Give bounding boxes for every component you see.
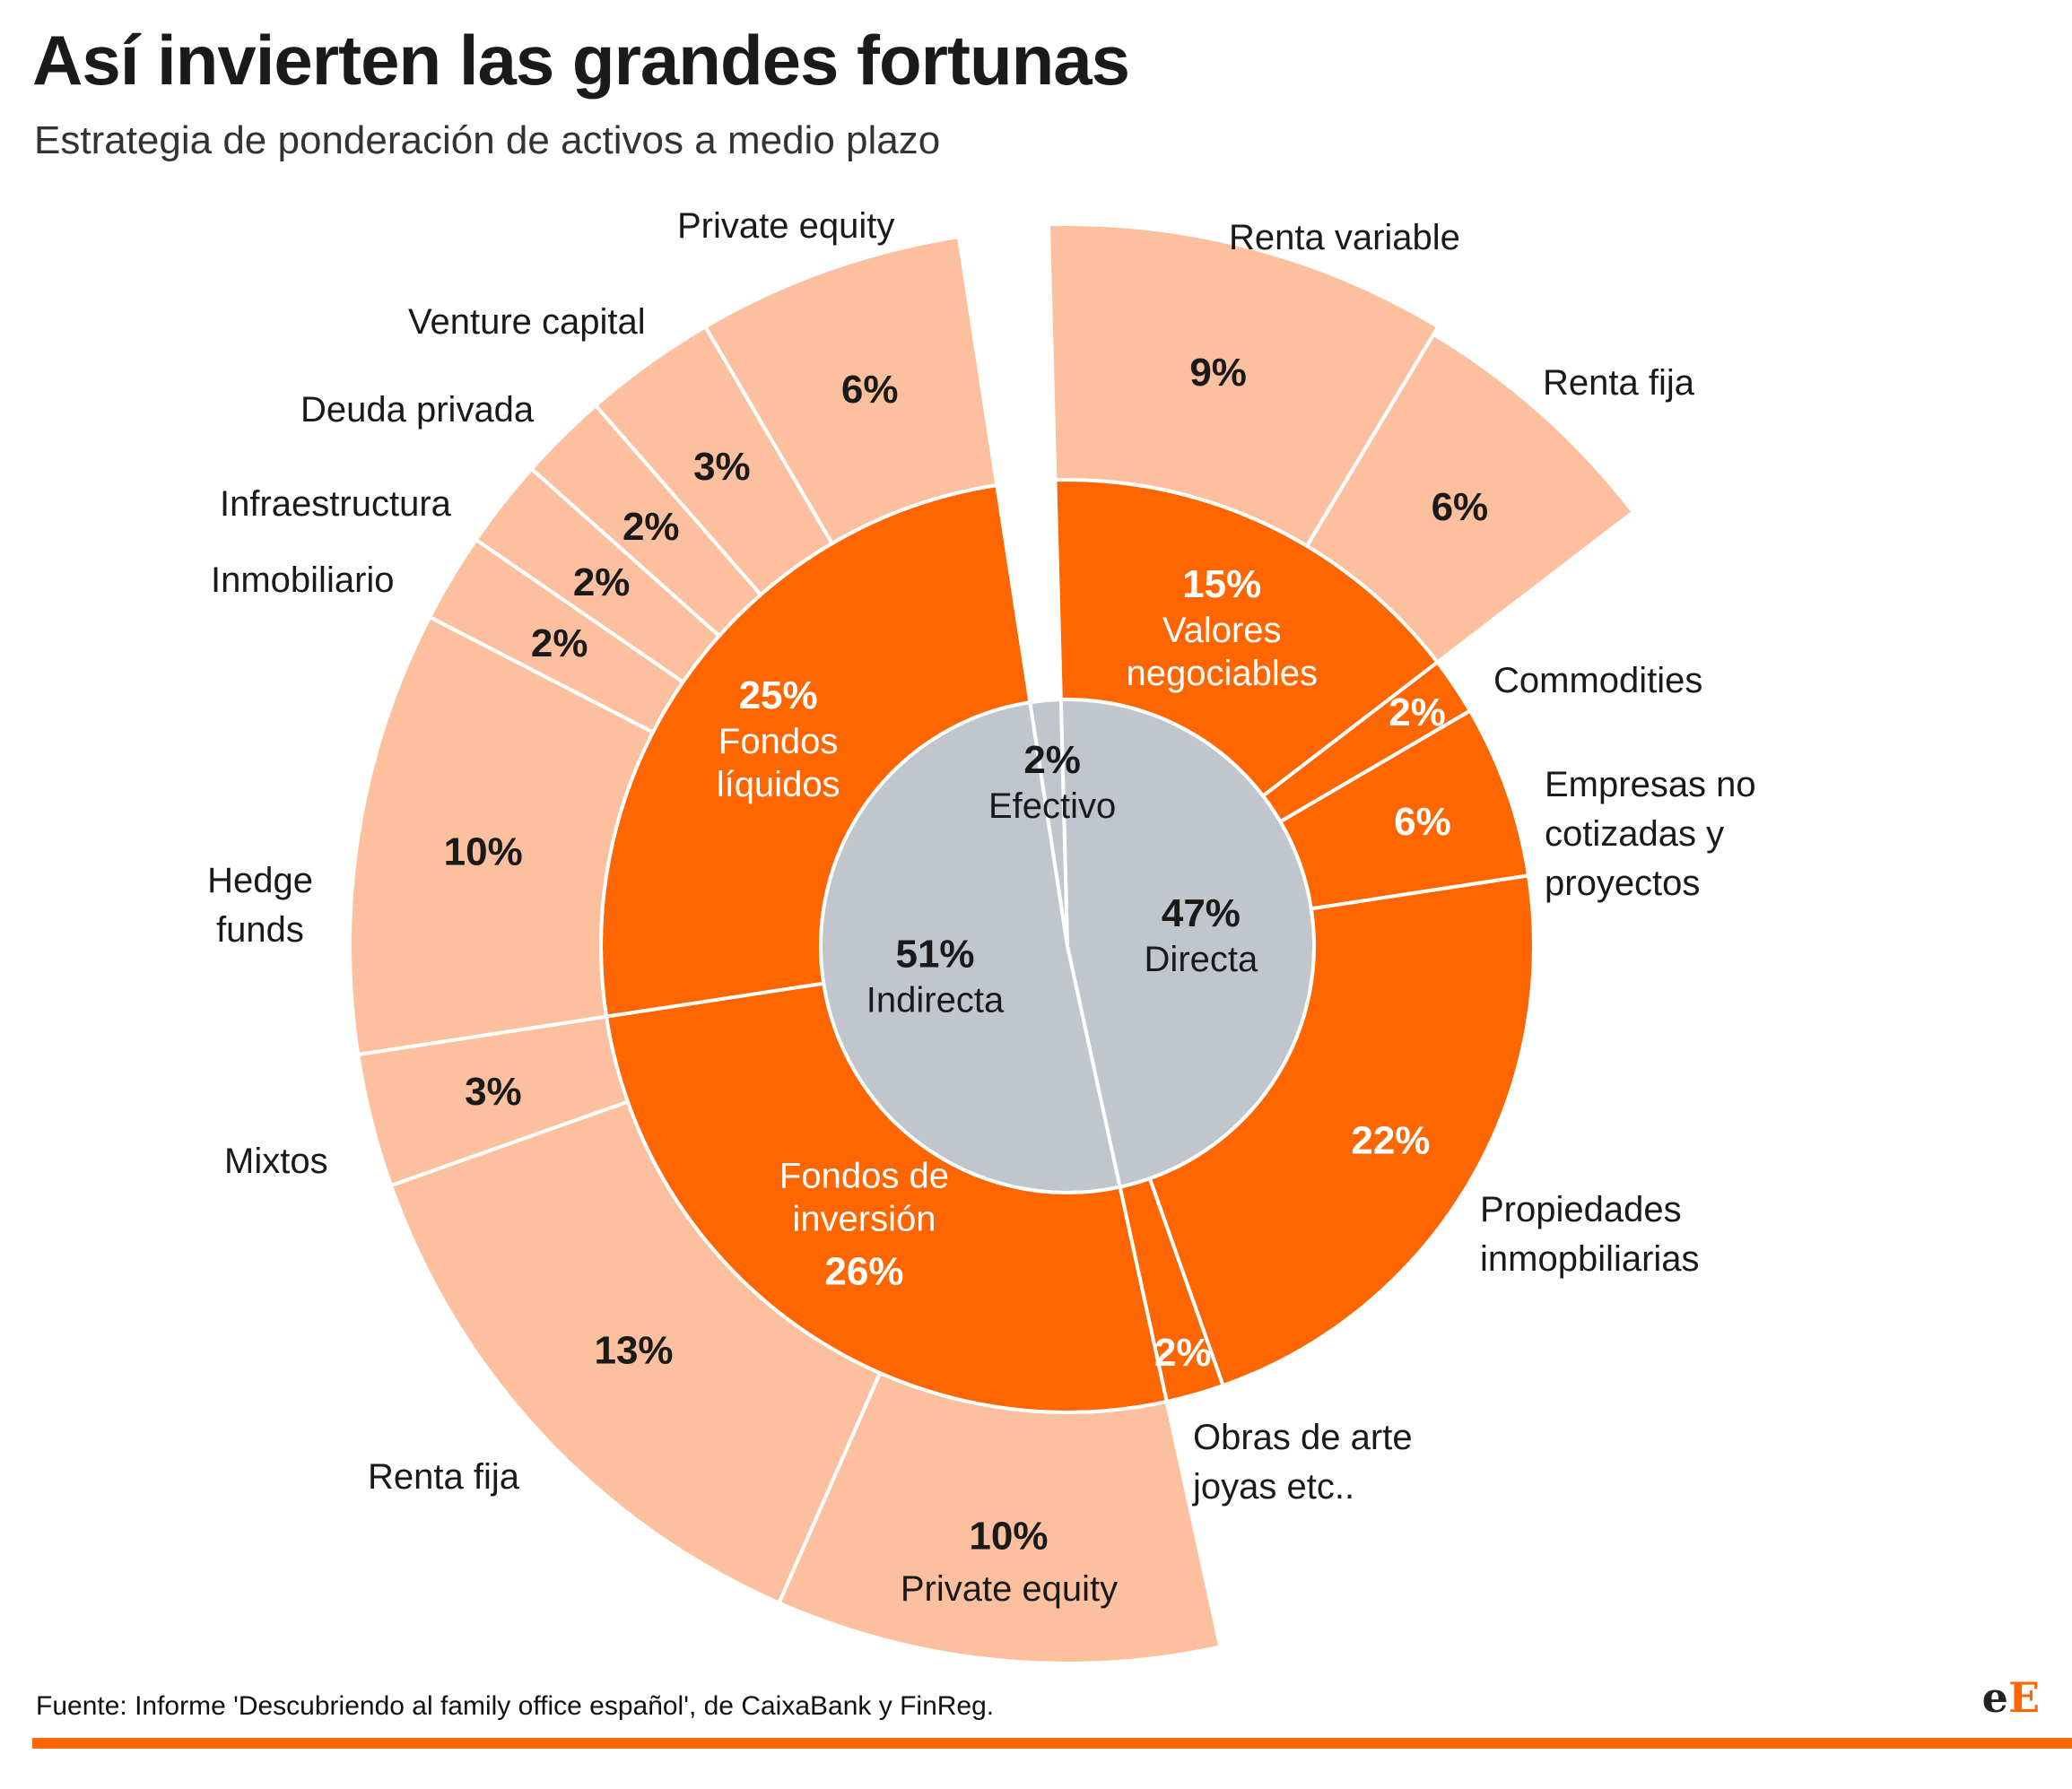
chart-title: Así invierten las grandes fortunas <box>32 21 1130 100</box>
outer-name-8-0: Deuda privada <box>300 390 535 430</box>
middle-value-0: 15% <box>1182 562 1261 606</box>
source-note: Fuente: Informe 'Descubriendo al family … <box>36 1691 995 1721</box>
middle-ext-label-3-1: inmopbiliarias <box>1480 1239 1700 1279</box>
chart-labels: 47%Directa51%Indirecta2%Efectivo15%Valor… <box>207 206 1756 1609</box>
outer-name-5-0: Hedge <box>207 861 313 900</box>
outer-slice-0 <box>1046 222 1441 549</box>
middle-ext-label-3-0: Propiedades <box>1480 1190 1682 1229</box>
middle-ext-label-1-0: Commodities <box>1493 661 1702 700</box>
middle-value-5: 26% <box>824 1250 903 1294</box>
middle-ext-label-2-2: proyectos <box>1545 864 1700 903</box>
outer-name-6-0: Inmobiliario <box>211 560 395 600</box>
outer-slice-3 <box>388 1099 883 1606</box>
inner-value-0: 47% <box>1162 891 1241 935</box>
outer-value-9: 3% <box>693 445 751 489</box>
middle-name-6-a: Fondos <box>718 722 838 761</box>
middle-value-3: 22% <box>1351 1119 1430 1163</box>
chart-subtitle: Estrategia de ponderación de activos a m… <box>34 118 941 162</box>
middle-value-6: 25% <box>739 673 818 717</box>
logo-letter-2: E <box>2007 1673 2040 1722</box>
inner-value-1: 51% <box>895 932 974 976</box>
outer-value-3: 13% <box>594 1328 673 1372</box>
outer-name-7-0: Infraestructura <box>220 484 452 524</box>
chart-rings <box>348 222 1636 1665</box>
middle-ext-label-2-0: Empresas no <box>1545 765 1756 804</box>
outer-value-1: 6% <box>1432 485 1489 529</box>
outer-slice-1 <box>1304 332 1636 665</box>
middle-ext-label-2-1: cotizadas y <box>1545 814 1724 854</box>
inner-name-2: Efectivo <box>988 786 1116 826</box>
outer-slice-10 <box>702 234 999 546</box>
middle-value-2: 6% <box>1394 800 1451 844</box>
outer-name-5-1: funds <box>216 910 304 950</box>
outer-value-7: 2% <box>573 560 631 604</box>
outer-value-0: 9% <box>1189 351 1247 395</box>
outer-name-2-0: Private equity <box>901 1569 1118 1609</box>
outer-value-2: 10% <box>969 1515 1048 1559</box>
middle-name-0-b: negociables <box>1126 654 1318 693</box>
inner-value-2: 2% <box>1023 738 1081 782</box>
middle-slice-3 <box>1147 873 1536 1388</box>
middle-value-4: 2% <box>1154 1331 1212 1375</box>
outer-name-0-0: Renta variable <box>1229 218 1460 257</box>
outer-name-9-0: Venture capital <box>408 302 646 342</box>
middle-name-6-b: líquidos <box>717 765 840 804</box>
middle-name-0-a: Valores <box>1162 611 1282 650</box>
outer-name-4-0: Mixtos <box>224 1142 328 1181</box>
middle-ext-label-4-0: Obras de arte <box>1193 1418 1413 1457</box>
middle-value-1: 2% <box>1389 690 1446 734</box>
bottom-rule <box>32 1738 2072 1749</box>
middle-name-5-a: Fondos de <box>779 1157 949 1196</box>
publisher-logo: eE <box>1982 1673 2040 1722</box>
outer-value-6: 2% <box>531 621 588 665</box>
outer-value-4: 3% <box>465 1070 522 1114</box>
middle-ext-label-4-1: joyas etc.. <box>1192 1467 1354 1507</box>
outer-value-10: 6% <box>841 368 899 412</box>
outer-name-1-0: Renta fija <box>1543 363 1695 403</box>
outer-name-10-0: Private equity <box>677 206 894 246</box>
outer-name-3-0: Renta fija <box>368 1457 520 1497</box>
inner-name-0: Directa <box>1145 940 1258 979</box>
logo-letter-1: e <box>1981 1673 2008 1722</box>
outer-value-5: 10% <box>444 829 523 873</box>
middle-name-5-b: inversión <box>792 1200 936 1239</box>
outer-value-8: 2% <box>622 505 680 549</box>
inner-name-1: Indirecta <box>866 980 1005 1020</box>
